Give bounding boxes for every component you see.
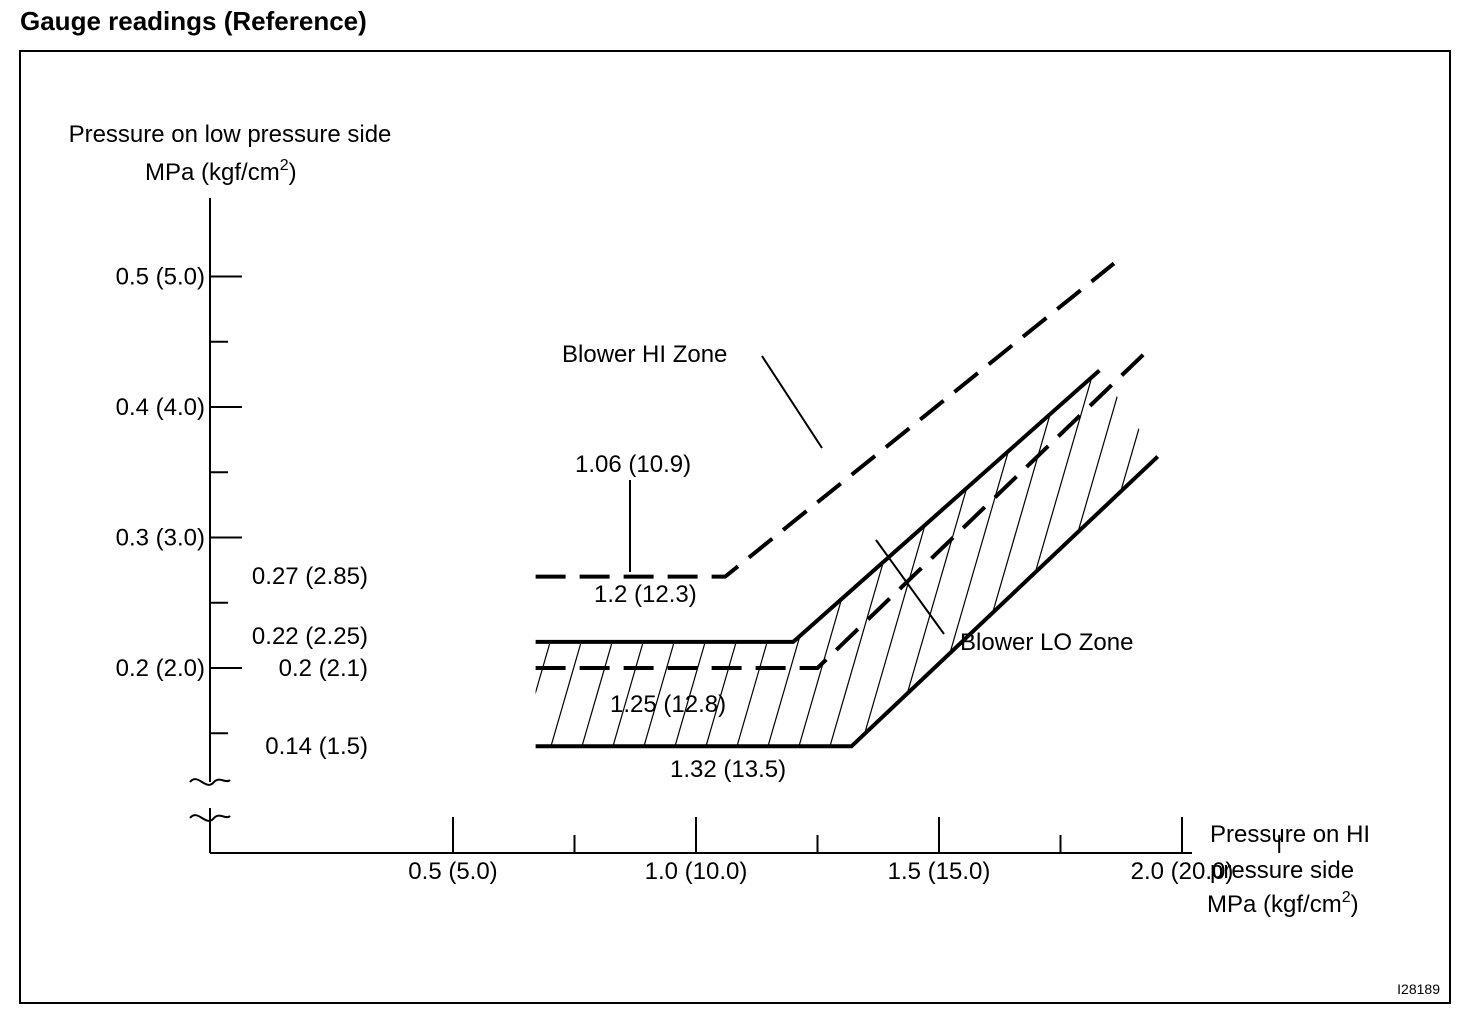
hatch-line: [732, 379, 844, 747]
hatch-line: [949, 379, 1061, 747]
series-line-1: [535, 261, 1116, 579]
hatch-line: [535, 379, 565, 747]
ticks: 0.5 (5.0) 0.4 (4.0) 0.3 (3.0) 0.2 (2.0) 0.5 …: [116, 264, 1281, 885]
y-axis-title-line1: Pressure on low pressure side: [69, 121, 392, 148]
x-tick-label: 1.0 (10.0): [645, 858, 748, 885]
series-line-3: [535, 353, 1145, 670]
hatch-line: [361, 380, 471, 760]
axes: [189, 198, 1192, 854]
hatch-line: [794, 379, 906, 747]
label-1.2: 1.2 (12.3): [594, 581, 697, 608]
hatch-line: [918, 379, 1030, 747]
figure-border: [19, 50, 1451, 1004]
leader-blower-hi-zone: [761, 355, 823, 449]
series-line-4: [535, 455, 1160, 749]
x-axis-title-line2: pressure side: [1210, 857, 1354, 884]
label-1.06: 1.06 (10.9): [575, 451, 691, 478]
leader-blower-lo-zone: [875, 539, 945, 635]
axis-break-mark-upper: [189, 778, 231, 786]
x-axis-title-line1: Pressure on HI: [1210, 821, 1370, 848]
hatch-line: [535, 379, 596, 747]
chart-heading: Gauge readings (Reference): [20, 6, 367, 36]
label-1.25: 1.25 (12.8): [610, 691, 726, 718]
label-0.14: 0.14 (1.5): [265, 733, 368, 760]
y-axis-title-unit: MPa (kgf/cm2): [145, 157, 297, 186]
hatch-line: [392, 380, 502, 760]
series-lines: [535, 261, 1160, 749]
axis-break-mark-lower: [189, 814, 231, 822]
hatch-line: [423, 380, 533, 760]
blower-lo-zone-hatching: [361, 379, 1158, 760]
x-tick-label: 2.0 (20.0): [1131, 858, 1234, 885]
hatch-line: [887, 379, 999, 747]
label-0.22: 0.22 (2.25): [252, 623, 368, 650]
y-tick-label: 0.3 (3.0): [116, 525, 205, 552]
hatch-line: [1011, 379, 1123, 747]
x-axis-title-unit: MPa (kgf/cm2): [1207, 889, 1359, 918]
x-tick-label: 0.5 (5.0): [408, 858, 497, 885]
y-tick-label: 0.4 (4.0): [116, 394, 205, 421]
series-line-2: [535, 368, 1101, 644]
hatch-line: [1073, 379, 1158, 747]
blower-hi-zone-label: Blower HI Zone: [562, 341, 727, 368]
y-tick-label: 0.2 (2.0): [116, 655, 205, 682]
y-tick-label: 0.5 (5.0): [116, 264, 205, 291]
blower-lo-zone-label: Blower LO Zone: [960, 629, 1133, 656]
label-0.27: 0.27 (2.85): [252, 563, 368, 590]
figure-code: I28189: [1397, 981, 1440, 997]
x-tick-label: 1.5 (15.0): [888, 858, 991, 885]
hatch-line: [763, 379, 875, 747]
label-1.32: 1.32 (13.5): [670, 756, 786, 783]
label-0.2: 0.2 (2.1): [279, 655, 368, 682]
